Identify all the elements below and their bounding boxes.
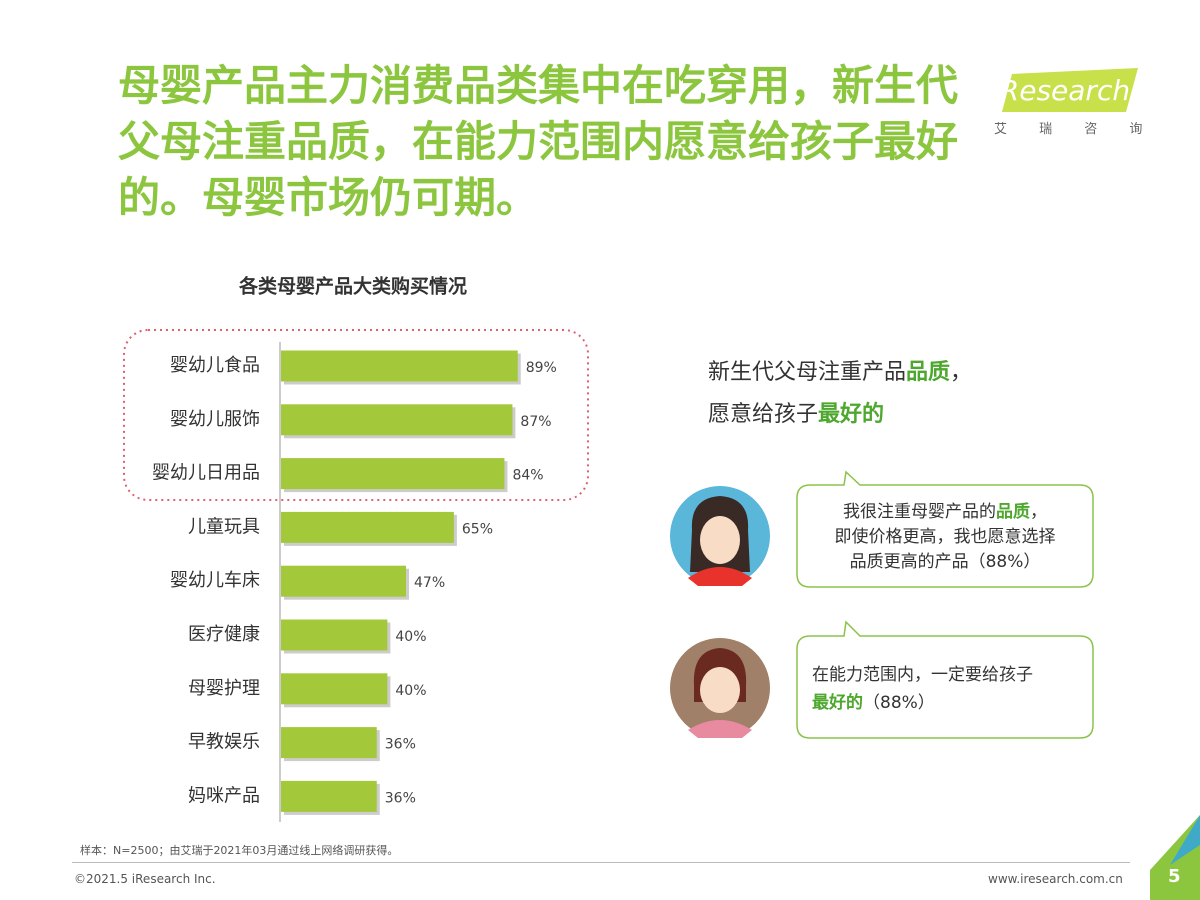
quote-text: 在能力范围内，一定要给孩子 — [812, 665, 1033, 685]
bar — [281, 619, 388, 651]
chart: 各类母婴产品大类购买情况 婴幼儿食品 89% 婴幼儿服饰 87% 婴幼儿日用品 84% 儿童… — [123, 275, 589, 822]
logo-text: iResearch — [992, 74, 1131, 107]
value-label: 47% — [414, 575, 445, 591]
category-label: 婴幼儿日用品 — [152, 463, 260, 484]
footer-rule — [72, 862, 1130, 863]
callout-text: ， — [950, 360, 973, 385]
bar — [281, 404, 513, 436]
quote-text: 我很注重母婴产品的 — [843, 502, 996, 522]
callout-text: 愿意给孩子 — [708, 402, 819, 427]
footnote: 样本：N=2500；由艾瑞于2021年03月通过线上网络调研获得。 — [80, 844, 399, 857]
slide-title: 母婴产品主力消费品类集中在吃穿用，新生代父母注重品质，在能力范围内愿意给孩子最好… — [118, 61, 959, 222]
quote-text: 品质更高的产品（88%） — [849, 552, 1041, 572]
category-label: 早教娱乐 — [188, 732, 260, 753]
value-label: 65% — [462, 521, 493, 537]
category-label: 婴幼儿服饰 — [170, 409, 260, 430]
callout-emphasis: 品质 — [906, 360, 951, 385]
persona-graphics — [670, 470, 1094, 739]
value-label: 40% — [395, 683, 426, 699]
category-label: 婴幼儿食品 — [170, 355, 260, 376]
callout: 新生代父母注重产品品质， 愿意给孩子最好的 — [708, 352, 972, 436]
category-label: 妈咪产品 — [188, 785, 260, 806]
quote-text: （88%） — [863, 693, 935, 713]
value-label: 89% — [526, 360, 557, 376]
callout-emphasis: 最好的 — [818, 402, 885, 427]
quote-text: ， — [1030, 502, 1047, 522]
category-label: 儿童玩具 — [188, 516, 260, 537]
category-label: 母婴护理 — [188, 678, 260, 699]
page-number: 5 — [1168, 866, 1181, 887]
quote: 在能力范围内，一定要给孩子 最好的（88%） — [812, 661, 1092, 717]
quote-emphasis: 品质 — [996, 502, 1030, 522]
bar — [281, 458, 505, 490]
bar — [281, 350, 518, 382]
bar — [281, 780, 377, 812]
value-label: 87% — [520, 414, 551, 430]
quote-emphasis: 最好的 — [812, 693, 863, 713]
bar — [281, 727, 377, 759]
value-label: 36% — [385, 790, 416, 806]
value-label: 36% — [385, 737, 416, 753]
copyright: ©2021.5 iResearch Inc. — [74, 872, 216, 886]
category-label: 婴幼儿车床 — [170, 570, 260, 591]
corner — [1150, 815, 1200, 900]
callout-text: 新生代父母注重产品 — [708, 360, 907, 385]
url: www.iresearch.com.cn — [988, 872, 1123, 886]
logo-sub: 艾 瑞 咨 询 — [994, 122, 1157, 137]
quote: 我很注重母婴产品的品质， 即使价格更高，我也愿意选择 品质更高的产品（88%） — [800, 500, 1090, 575]
logo-bg — [1002, 68, 1138, 112]
category-label: 医疗健康 — [188, 624, 260, 645]
value-label: 40% — [395, 629, 426, 645]
logo: iResearch 艾 瑞 咨 询 — [990, 68, 1142, 168]
bar — [281, 565, 407, 597]
quote-text: 即使价格更高，我也愿意选择 — [834, 527, 1056, 547]
value-label: 84% — [512, 468, 543, 484]
chart-title: 各类母婴产品大类购买情况 — [238, 275, 467, 298]
bar — [281, 511, 454, 543]
bar — [281, 673, 388, 705]
